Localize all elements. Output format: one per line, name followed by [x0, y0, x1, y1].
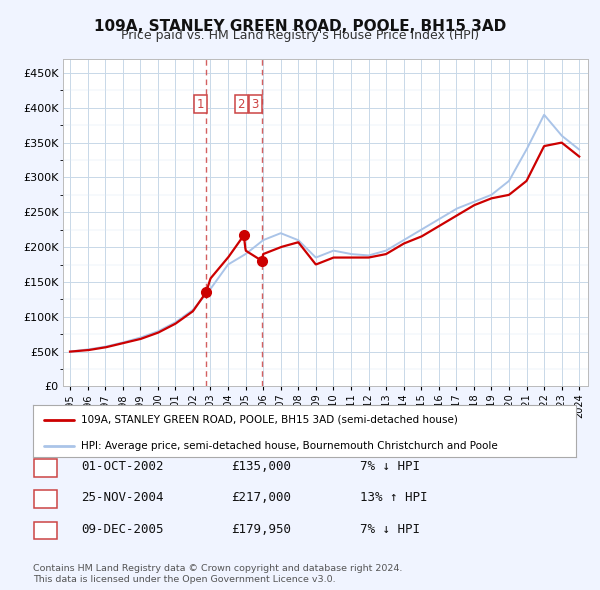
- Text: 109A, STANLEY GREEN ROAD, POOLE, BH15 3AD (semi-detached house): 109A, STANLEY GREEN ROAD, POOLE, BH15 3A…: [81, 415, 458, 425]
- Text: 2: 2: [238, 98, 245, 111]
- Text: 7% ↓ HPI: 7% ↓ HPI: [360, 460, 420, 473]
- Text: 01-OCT-2002: 01-OCT-2002: [81, 460, 163, 473]
- Text: 09-DEC-2005: 09-DEC-2005: [81, 523, 163, 536]
- Text: 3: 3: [251, 98, 259, 111]
- Text: 13% ↑ HPI: 13% ↑ HPI: [360, 491, 427, 504]
- Text: Price paid vs. HM Land Registry's House Price Index (HPI): Price paid vs. HM Land Registry's House …: [121, 30, 479, 42]
- Text: 25-NOV-2004: 25-NOV-2004: [81, 491, 163, 504]
- Text: 1: 1: [41, 460, 50, 473]
- Text: £135,000: £135,000: [231, 460, 291, 473]
- Text: 3: 3: [41, 523, 50, 536]
- Text: HPI: Average price, semi-detached house, Bournemouth Christchurch and Poole: HPI: Average price, semi-detached house,…: [81, 441, 497, 451]
- Text: Contains HM Land Registry data © Crown copyright and database right 2024.: Contains HM Land Registry data © Crown c…: [33, 565, 403, 573]
- Text: 1: 1: [197, 98, 205, 111]
- Text: £179,950: £179,950: [231, 523, 291, 536]
- Text: 2: 2: [41, 491, 50, 504]
- Text: £217,000: £217,000: [231, 491, 291, 504]
- Text: 7% ↓ HPI: 7% ↓ HPI: [360, 523, 420, 536]
- Text: This data is licensed under the Open Government Licence v3.0.: This data is licensed under the Open Gov…: [33, 575, 335, 584]
- Text: 109A, STANLEY GREEN ROAD, POOLE, BH15 3AD: 109A, STANLEY GREEN ROAD, POOLE, BH15 3A…: [94, 19, 506, 34]
